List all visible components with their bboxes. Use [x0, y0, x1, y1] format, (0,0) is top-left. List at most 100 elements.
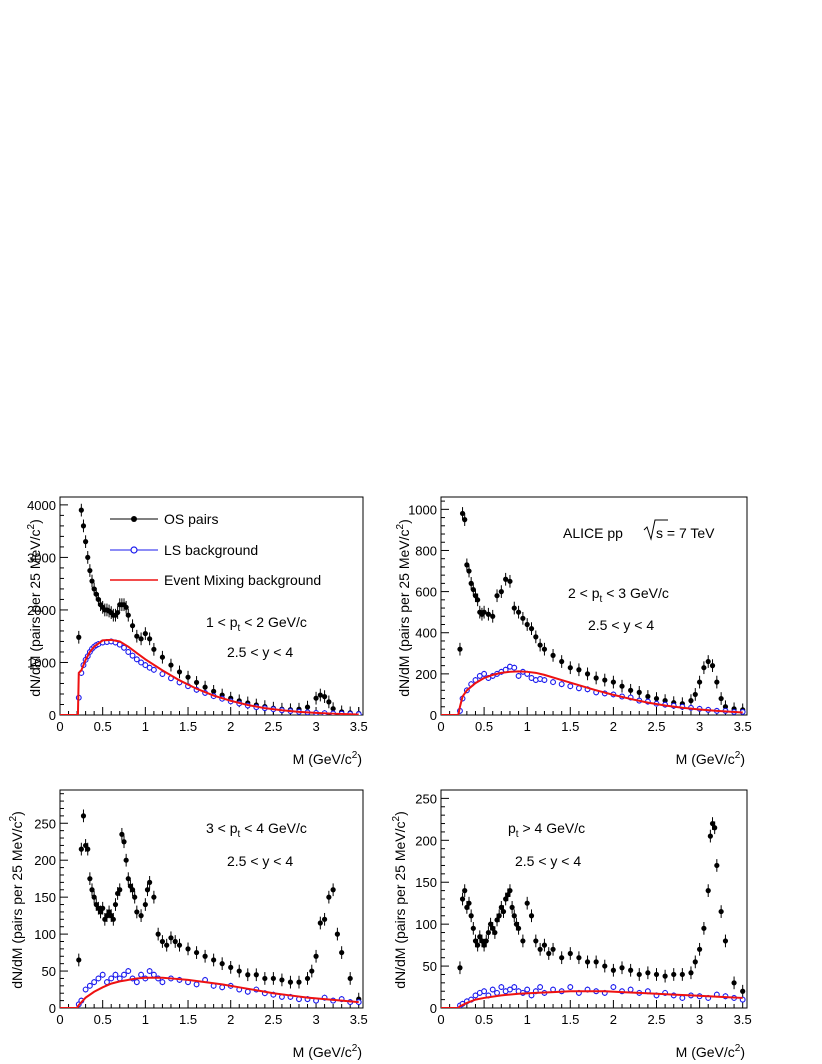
y-tick-label: 100: [34, 927, 56, 942]
os-point: [498, 589, 504, 595]
os-point: [253, 972, 259, 978]
y-axis-label: dN/dM (pairs per 25 MeV/c2): [26, 519, 43, 697]
ls-point: [86, 982, 93, 989]
os-point: [602, 963, 608, 969]
os-point: [479, 938, 485, 944]
ls-point: [567, 984, 574, 990]
os-point: [159, 654, 166, 660]
ls-point: [121, 971, 127, 978]
x-tick-label: 1.5: [561, 719, 579, 734]
os-point: [457, 646, 463, 652]
os-point: [185, 674, 191, 680]
os-point: [138, 636, 144, 642]
os-point: [464, 904, 470, 910]
os-point: [701, 925, 707, 931]
os-point: [151, 646, 157, 652]
os-point: [567, 665, 573, 671]
os-point: [509, 904, 515, 910]
plot-area: 0 0.5 1 1.5 2 2.5 3 3.5 0 50 100 150 200 250: [34, 789, 368, 1027]
os-point: [193, 679, 200, 686]
pt-range-label: 3 < pt < 4 GeV/c: [206, 820, 307, 840]
x-tick-label: 0: [437, 1012, 444, 1027]
legend-ls-marker: [130, 546, 138, 554]
os-point: [511, 913, 517, 919]
os-point: [714, 862, 720, 869]
x-tick-label: 0: [56, 1012, 63, 1027]
ls-point: [489, 986, 496, 993]
os-point: [193, 949, 200, 956]
os-point: [503, 576, 509, 582]
os-point: [671, 971, 677, 978]
ls-point: [95, 975, 102, 982]
y-axis-label: dN/dM (pairs per 25 MeV/c2): [391, 811, 408, 989]
os-point: [172, 938, 178, 945]
os-point: [576, 955, 582, 961]
os-point: [537, 642, 543, 648]
x-axis-label: M (GeV/c2): [676, 1043, 745, 1060]
os-point: [492, 929, 498, 936]
os-point: [550, 946, 556, 952]
os-point: [347, 975, 353, 982]
os-point: [584, 959, 591, 965]
os-point: [628, 687, 634, 693]
os-point: [202, 953, 208, 959]
rapidity-label: 2.5 < y < 4: [227, 644, 293, 660]
os-point: [304, 704, 311, 710]
x-tick-label: 0: [56, 719, 63, 734]
ls-point: [679, 994, 686, 1001]
os-point: [610, 679, 616, 685]
plot-area: 0 0.5 1 1.5 2 2.5 3 3.5 0 50 100 150 200 250: [415, 789, 752, 1027]
os-point: [636, 971, 642, 978]
os-point: [541, 646, 548, 652]
os-point: [696, 946, 703, 952]
os-point: [688, 970, 694, 976]
os-point: [245, 972, 251, 978]
ls-point: [481, 988, 488, 995]
plot-frame: [440, 789, 748, 1009]
plot-area: 0 0.5 1 1.5 2 2.5 3 3.5 0 1000 2000 3000 4000: [27, 496, 368, 734]
os-point: [279, 977, 285, 983]
x-tick-label: 2: [610, 719, 617, 734]
os-point: [89, 887, 95, 893]
x-tick-label: 2: [227, 719, 234, 734]
os-point: [472, 593, 479, 599]
ls-point: [481, 670, 488, 677]
os-point: [123, 604, 129, 610]
os-point: [168, 662, 174, 668]
os-point: [117, 887, 123, 893]
y-tick-label: 0: [49, 708, 56, 723]
plot-frame: [59, 789, 364, 1009]
y-tick-label: 250: [34, 816, 56, 831]
os-point: [559, 955, 565, 961]
ls-point: [494, 989, 500, 996]
os-point: [91, 586, 97, 592]
os-point: [593, 959, 599, 965]
os-point: [494, 593, 500, 599]
y-axis: 0 50 100 150 200 250: [34, 793, 68, 1016]
rapidity-label: 2.5 < y < 4: [515, 853, 581, 869]
os-point: [468, 580, 474, 586]
x-tick-label: 3: [696, 1012, 703, 1027]
os-point: [628, 967, 634, 973]
y-tick-label: 1000: [408, 502, 437, 517]
os-point: [515, 609, 522, 615]
os-point: [80, 813, 87, 819]
os-point: [679, 971, 685, 978]
os-point: [662, 698, 668, 704]
os-point: [481, 609, 487, 615]
rapidity-label: 2.5 < y < 4: [227, 853, 293, 869]
y-tick-label: 2000: [27, 603, 56, 618]
x-axis: 0 0.5 1 1.5 2 2.5 3 3.5: [437, 707, 752, 734]
y-axis-label: dN/dM (pairs per 25 MeV/c2): [8, 811, 25, 989]
x-tick-label: 2: [610, 1012, 617, 1027]
x-tick-label: 0.5: [94, 719, 112, 734]
x-tick-label: 3: [696, 719, 703, 734]
ls-point: [511, 984, 518, 990]
os-point: [707, 833, 713, 839]
x-tick-label: 2.5: [264, 1012, 282, 1027]
os-point: [662, 973, 668, 979]
y-tick-label: 0: [49, 1001, 56, 1016]
ls-point: [159, 979, 166, 986]
x-tick-label: 1: [142, 1012, 149, 1027]
os-point: [119, 831, 125, 837]
